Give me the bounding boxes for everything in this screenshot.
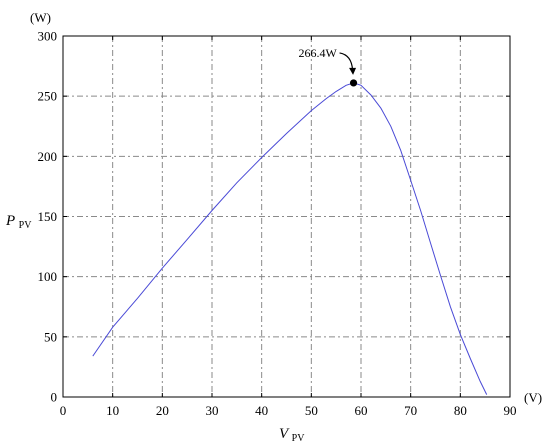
x-tick-label-80: 80	[454, 403, 467, 418]
peak-annotation: 266.4W	[299, 46, 358, 87]
x-axis-label-main: V	[279, 426, 290, 442]
x-tick-label-40: 40	[255, 403, 268, 418]
x-tick-label-60: 60	[355, 403, 368, 418]
grid-lines	[63, 36, 510, 397]
peak-annotation-label: 266.4W	[299, 46, 338, 60]
y-tick-label-200: 200	[38, 149, 58, 164]
x-tick-label-10: 10	[106, 403, 119, 418]
x-tick-label-0: 0	[60, 403, 67, 418]
y-tick-label-0: 0	[51, 390, 58, 405]
y-axis-label: P PV	[5, 213, 32, 231]
y-tick-label-300: 300	[38, 29, 58, 44]
x-tick-label-70: 70	[404, 403, 417, 418]
y-tick-label-100: 100	[38, 269, 58, 284]
peak-marker	[349, 79, 358, 87]
y-tick-label-150: 150	[38, 209, 58, 224]
peak-annotation-arrowhead	[349, 67, 357, 75]
x-tick-label-90: 90	[504, 403, 517, 418]
peak-annotation-arrow	[339, 52, 354, 70]
x-tick-label-50: 50	[305, 403, 318, 418]
x-tick-label-30: 30	[206, 403, 219, 418]
x-tick-label-20: 20	[156, 403, 169, 418]
axis-ticks: 0 10 20 30 40 50 60 70 80 90 0 50 100 150 200 250 300	[38, 29, 517, 419]
y-axis-unit: (W)	[30, 10, 51, 25]
x-axis-label: V PV	[279, 426, 305, 444]
y-tick-label-250: 250	[38, 89, 58, 104]
x-axis-label-sub: PV	[292, 433, 306, 444]
x-axis-unit: (V)	[524, 390, 542, 405]
series-line-pv-power	[92, 82, 488, 395]
y-tick-label-50: 50	[44, 329, 57, 344]
y-axis-label-main: P	[5, 213, 15, 229]
y-axis-label-sub: PV	[19, 220, 33, 231]
